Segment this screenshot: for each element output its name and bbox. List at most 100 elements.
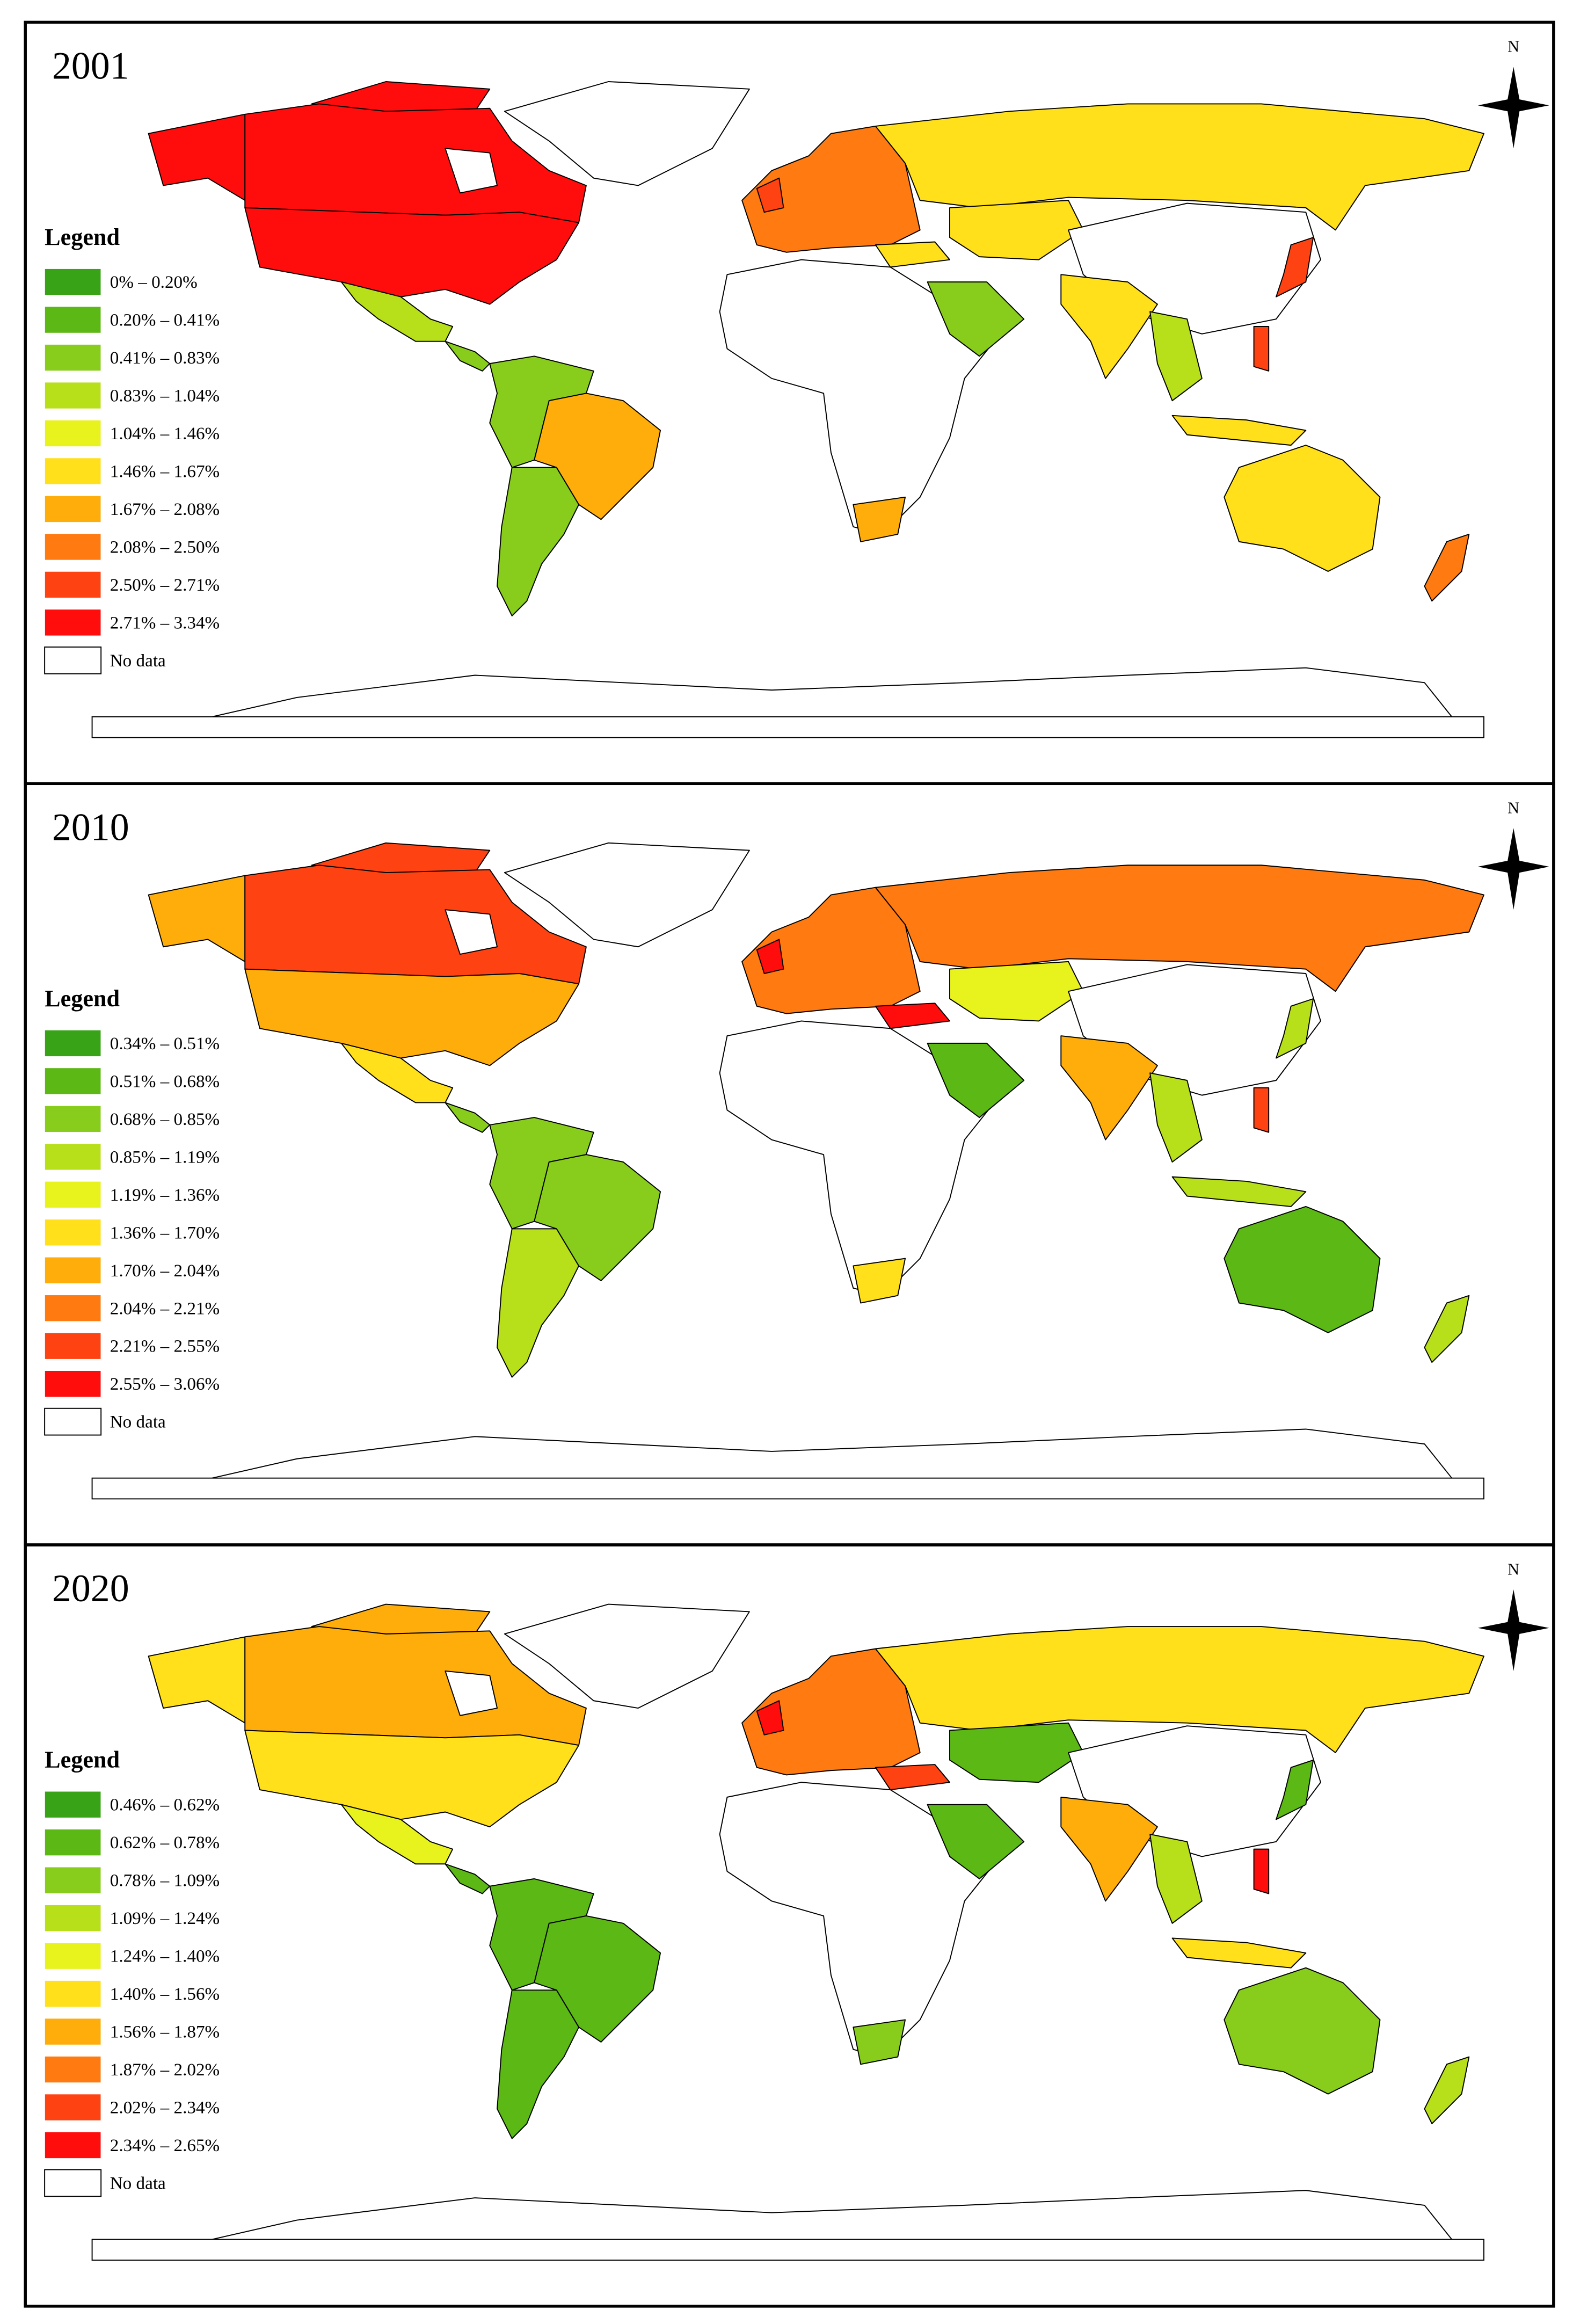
- legend-label: 2.55% – 3.06%: [110, 1374, 220, 1394]
- brazil: [534, 1915, 661, 2043]
- southeast-asia: [1149, 1072, 1203, 1163]
- hudson-bay: [445, 148, 498, 194]
- legend-label: 2.50% – 2.71%: [110, 575, 220, 595]
- legend-label: 0.68% – 0.85%: [110, 1109, 220, 1129]
- legend-title: Legend: [45, 1747, 120, 1773]
- kazakhstan: [949, 200, 1084, 260]
- legend-label: 0.62% – 0.78%: [110, 1833, 220, 1853]
- legend-swatch: [44, 2131, 101, 2159]
- legend-label: 2.08% – 2.50%: [110, 537, 220, 557]
- legend-swatch: [44, 344, 101, 372]
- legend-label: 1.19% – 1.36%: [110, 1185, 220, 1205]
- legend-label: 2.04% – 2.21%: [110, 1298, 220, 1318]
- turkey: [875, 241, 950, 268]
- legend-swatch-nodata: [44, 1407, 102, 1436]
- argentina: [497, 1228, 580, 1378]
- legend-label: No data: [110, 1412, 166, 1432]
- legend-label: No data: [110, 651, 166, 671]
- new-zealand: [1424, 1295, 1470, 1363]
- north-arrow: [1477, 67, 1549, 149]
- new-zealand: [1424, 2056, 1470, 2124]
- uk: [756, 177, 784, 213]
- legend-swatch: [44, 495, 101, 523]
- legend-swatch: [44, 306, 101, 334]
- legend-swatch: [44, 1370, 101, 1398]
- south-africa: [853, 496, 906, 542]
- north-arrow: [1477, 828, 1549, 910]
- legend-label: 0.46% – 0.62%: [110, 1795, 220, 1815]
- legend-swatch: [44, 1828, 101, 1856]
- south-africa: [853, 1258, 906, 1304]
- legend-label: 0.78% – 1.09%: [110, 1871, 220, 1891]
- hudson-bay: [445, 1670, 498, 1716]
- legend-label: 0.51% – 0.68%: [110, 1071, 220, 1091]
- philippines: [1253, 326, 1270, 372]
- alaska: [148, 875, 246, 962]
- turkey: [875, 1003, 950, 1029]
- europe: [741, 887, 921, 1014]
- panel-frame: [24, 1543, 1555, 2308]
- legend-swatch: [44, 419, 101, 447]
- legend-label: 1.09% – 1.24%: [110, 1908, 220, 1928]
- legend-label: 0.83% – 1.04%: [110, 386, 220, 406]
- indonesia: [1171, 415, 1307, 446]
- legend-label: 1.24% – 1.40%: [110, 1947, 220, 1966]
- legend-swatch: [44, 1181, 101, 1209]
- usa: [244, 207, 580, 305]
- legend-swatch: [44, 381, 101, 410]
- kazakhstan: [949, 961, 1084, 1022]
- indonesia: [1171, 1937, 1307, 1969]
- uk: [756, 1700, 784, 1735]
- legend-swatch: [44, 2056, 101, 2083]
- russia: [875, 1626, 1484, 1753]
- legend-label: 0.20% – 0.41%: [110, 310, 220, 330]
- usa: [244, 1730, 580, 1828]
- legend-label: 0.85% – 1.19%: [110, 1147, 220, 1167]
- india: [1060, 274, 1158, 379]
- hudson-bay: [445, 909, 498, 955]
- argentina: [497, 467, 580, 616]
- central-america: [445, 1863, 491, 1894]
- legend-swatch: [44, 571, 101, 599]
- map-panel: 2001 N Legend 0% – 0.20% 0.20% – 0.41% 0.41% …: [24, 20, 1555, 786]
- legend-swatch: [44, 1143, 101, 1171]
- usa: [244, 968, 580, 1066]
- indonesia: [1171, 1176, 1307, 1207]
- central-america: [445, 1102, 491, 1133]
- legend-label: 0% – 0.20%: [110, 272, 198, 292]
- north-label: N: [1508, 799, 1519, 817]
- antarctica-edge: [91, 716, 1484, 738]
- philippines: [1253, 1848, 1270, 1894]
- southeast-asia: [1149, 1834, 1203, 1924]
- legend-title: Legend: [45, 985, 120, 1012]
- alaska: [148, 1636, 246, 1724]
- antarctica-edge: [91, 1477, 1484, 1500]
- australia: [1224, 445, 1381, 572]
- legend-swatch: [44, 1867, 101, 1894]
- japan: [1276, 998, 1314, 1059]
- central-america: [445, 340, 491, 372]
- legend-label: 1.40% – 1.56%: [110, 1984, 220, 2004]
- legend-swatch: [44, 1105, 101, 1133]
- legend-label: No data: [110, 2174, 166, 2194]
- argentina: [497, 1989, 580, 2139]
- south-africa: [853, 2019, 906, 2065]
- legend-swatch-nodata: [44, 2169, 102, 2197]
- middle-east: [927, 1804, 1025, 1879]
- europe: [741, 125, 921, 253]
- india: [1060, 1035, 1158, 1141]
- legend-label: 0.41% – 0.83%: [110, 348, 220, 368]
- legend-swatch: [44, 268, 101, 296]
- southeast-asia: [1149, 311, 1203, 402]
- middle-east: [927, 281, 1025, 357]
- legend-label: 2.34% – 2.65%: [110, 2136, 220, 2155]
- legend-swatch-nodata: [44, 647, 102, 674]
- legend-swatch: [44, 1218, 101, 1246]
- russia: [875, 103, 1484, 231]
- japan: [1276, 1759, 1314, 1820]
- antarctica-edge: [91, 2239, 1484, 2261]
- kazakhstan: [949, 1722, 1084, 1783]
